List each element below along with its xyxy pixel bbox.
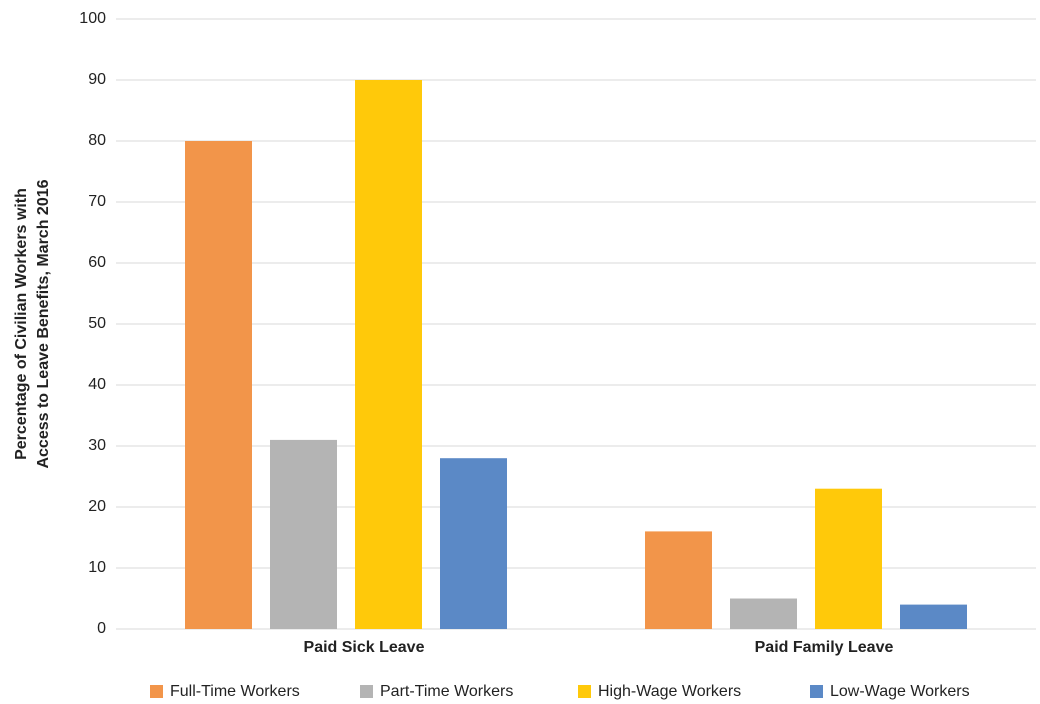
y-tick-label: 10 — [88, 559, 106, 576]
legend-label: Part-Time Workers — [380, 683, 513, 700]
y-axis-title: Access to Leave Benefits, March 2016 — [35, 179, 52, 468]
y-tick-label: 90 — [88, 71, 106, 88]
bar — [645, 531, 712, 629]
y-tick-label: 70 — [88, 193, 106, 210]
y-tick-label: 100 — [79, 10, 106, 27]
legend-swatch — [578, 685, 591, 698]
bar — [730, 598, 797, 629]
legend-swatch — [150, 685, 163, 698]
bar — [815, 488, 882, 629]
bar — [440, 458, 507, 629]
x-tick-label: Paid Sick Leave — [304, 639, 425, 656]
legend-label: High-Wage Workers — [598, 683, 741, 700]
legend-swatch — [360, 685, 373, 698]
y-tick-label: 50 — [88, 315, 106, 332]
y-tick-label: 60 — [88, 254, 106, 271]
y-tick-label: 80 — [88, 132, 106, 149]
bar — [270, 439, 337, 629]
y-tick-label: 20 — [88, 498, 106, 515]
bar — [185, 141, 252, 629]
legend-label: Full-Time Workers — [170, 683, 300, 700]
y-tick-label: 40 — [88, 376, 106, 393]
bar — [900, 604, 967, 629]
bar — [355, 80, 422, 629]
x-tick-label: Paid Family Leave — [755, 639, 894, 656]
y-tick-label: 30 — [88, 437, 106, 454]
legend-swatch — [810, 685, 823, 698]
legend-label: Low-Wage Workers — [830, 683, 970, 700]
y-axis-title: Percentage of Civilian Workers with — [13, 188, 30, 460]
y-tick-label: 0 — [97, 620, 106, 637]
